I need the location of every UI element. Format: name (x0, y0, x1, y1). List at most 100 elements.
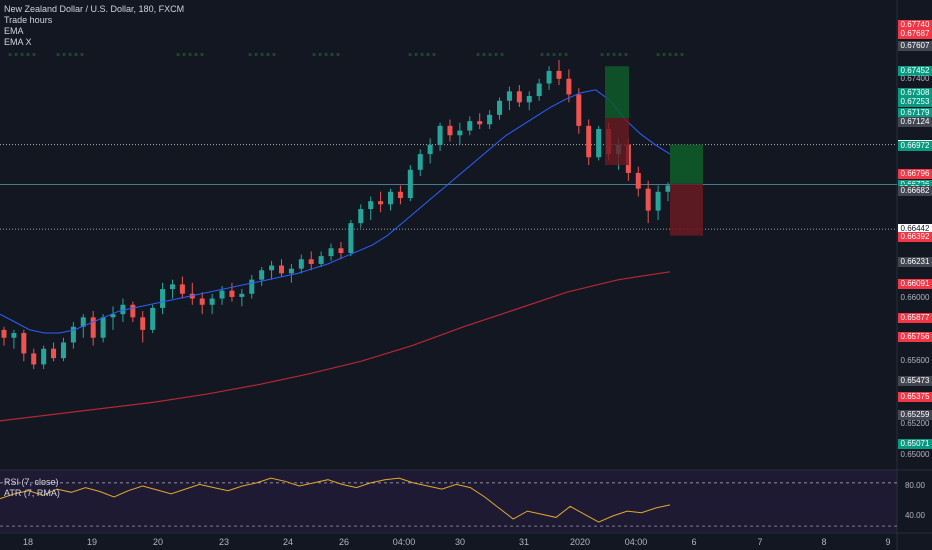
candle-body (70, 326, 76, 343)
rsi-line (0, 477, 671, 523)
rsi-legend: RSI (7, close) ATR (7, RMA) (4, 477, 60, 499)
candle-body (219, 290, 225, 299)
price-label: 0.65259 (898, 409, 932, 420)
candle-body (140, 317, 146, 330)
time-label: 9 (885, 537, 891, 547)
price-label: 0.66972 (898, 140, 932, 151)
candle-body (397, 191, 403, 199)
time-label: 20 (152, 537, 164, 547)
long-position-loss-zone (605, 118, 629, 166)
candle-body (645, 188, 651, 211)
trade-hours-marker: × (600, 52, 604, 59)
trade-hours-marker: × (74, 52, 78, 59)
trade-hours-marker: × (248, 52, 252, 59)
candle-body (150, 307, 156, 330)
candle-body (516, 91, 522, 103)
trade-hours-marker: × (668, 52, 672, 59)
trade-hours-marker: × (330, 52, 334, 59)
candle-body (249, 279, 255, 294)
trade-hours-marker: × (540, 52, 544, 59)
candle-body (457, 130, 463, 136)
position-profit-zone (670, 144, 703, 184)
candle-body (497, 100, 503, 115)
candle-body (338, 248, 344, 253)
candle-body (318, 256, 324, 264)
price-label: 0.67124 (898, 117, 932, 128)
candle-body (179, 284, 185, 294)
indicator-trade-hours[interactable]: Trade hours (4, 15, 53, 25)
indicator-ema[interactable]: EMA (4, 26, 24, 36)
time-label: 8 (821, 537, 827, 547)
price-label: 0.65600 (900, 356, 930, 366)
candle-body (467, 121, 473, 131)
time-label: 2020 (569, 537, 591, 547)
indicator-rsi[interactable]: RSI (7, close) (4, 477, 59, 487)
trade-hours-marker: × (272, 52, 276, 59)
trade-hours-marker: × (200, 52, 204, 59)
candle-body (596, 128, 602, 158)
price-label: 0.67308 (898, 88, 932, 99)
trade-hours-marker: × (564, 52, 568, 59)
trade-hours-marker: × (552, 52, 556, 59)
candle-body (41, 348, 47, 365)
trade-hours-marker: × (26, 52, 30, 59)
indicator-atr[interactable]: ATR (7, RMA) (4, 488, 60, 498)
indicator-ema-x[interactable]: EMA X (4, 37, 32, 47)
candle-body (477, 121, 483, 125)
candle-body (100, 317, 106, 338)
time-label: 6 (691, 537, 697, 547)
time-label: 7 (757, 537, 763, 547)
trade-hours-marker: × (254, 52, 258, 59)
trade-hours-marker: × (618, 52, 622, 59)
candle-body (80, 317, 86, 327)
trade-hours-marker: × (68, 52, 72, 59)
chart-legend: New Zealand Dollar / U.S. Dollar, 180, F… (4, 4, 184, 48)
price-label: 0.67179 (898, 108, 932, 119)
candle-body (120, 304, 126, 315)
candle-body (51, 348, 57, 359)
trade-hours-marker: × (194, 52, 198, 59)
price-label: 0.67400 (900, 73, 930, 83)
candle-body (586, 125, 592, 158)
candle-body (130, 304, 136, 318)
trade-hours-marker: × (414, 52, 418, 59)
trade-hours-marker: × (182, 52, 186, 59)
candle-body (378, 201, 384, 205)
candle-body (90, 317, 96, 338)
candle-body (110, 314, 116, 318)
candle-body (169, 284, 175, 290)
price-label: 0.66231 (898, 257, 932, 268)
rsi-axis-label: 40.00 (904, 511, 926, 520)
candle-body (11, 333, 17, 338)
time-label: 04:00 (392, 537, 416, 547)
price-label: 0.66392 (898, 231, 932, 242)
trade-hours-marker: × (8, 52, 12, 59)
trade-hours-marker: × (494, 52, 498, 59)
candle-body (566, 78, 572, 95)
rsi-axis-label: 80.00 (904, 481, 926, 490)
candle-body (388, 191, 394, 205)
price-label: 0.65375 (898, 391, 932, 402)
candle-body (31, 353, 37, 365)
candle-body (655, 191, 661, 211)
trade-hours-marker: × (488, 52, 492, 59)
candle-body (576, 94, 582, 126)
price-label: 0.65000 (900, 450, 930, 460)
trade-hours-marker: × (266, 52, 270, 59)
time-label: 19 (86, 537, 98, 547)
candle-body (269, 265, 275, 271)
trade-hours-marker: × (420, 52, 424, 59)
candle-body (447, 125, 453, 136)
candle-body (556, 70, 562, 79)
trade-hours-marker: × (546, 52, 550, 59)
trade-hours-marker: × (260, 52, 264, 59)
candle-body (328, 248, 334, 257)
price-label: 0.67607 (898, 41, 932, 52)
trade-hours-marker: × (426, 52, 430, 59)
ema-x-line (0, 271, 671, 422)
ema-line (0, 89, 671, 334)
candle-body (665, 185, 671, 192)
trade-hours-marker: × (476, 52, 480, 59)
time-label: 23 (218, 537, 230, 547)
